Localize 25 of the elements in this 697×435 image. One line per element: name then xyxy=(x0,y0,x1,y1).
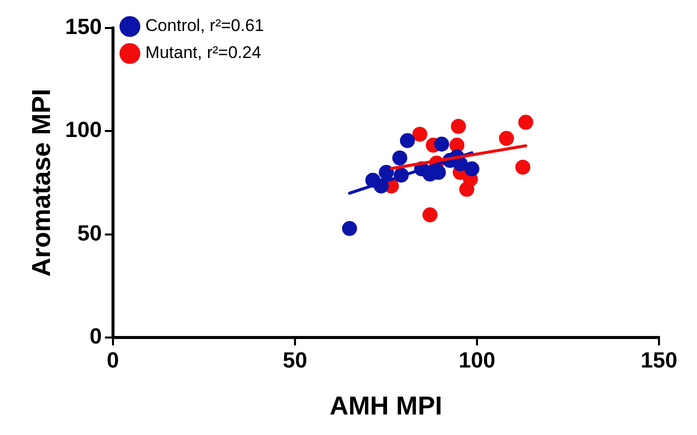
point xyxy=(450,118,466,134)
x-tick-label: 150 xyxy=(640,348,678,373)
point xyxy=(498,130,514,146)
point xyxy=(342,220,358,236)
legend-label: Control, r²=0.61 xyxy=(145,16,264,36)
point xyxy=(422,207,438,222)
x-tick-label: 0 xyxy=(106,348,120,373)
x-axis-title: AMH MPI xyxy=(330,390,442,421)
x-tick-label: 50 xyxy=(282,348,308,373)
x-tick-label: 100 xyxy=(458,348,496,373)
legend-label: Mutant, r²=0.24 xyxy=(145,43,262,62)
y-tick-label: 50 xyxy=(77,220,102,246)
point xyxy=(400,133,415,148)
y-tick-label: 100 xyxy=(65,117,102,142)
point xyxy=(464,161,480,176)
y-axis-title: Aromatase MPI xyxy=(26,88,56,277)
point xyxy=(392,150,408,166)
point xyxy=(459,182,474,197)
point xyxy=(434,136,450,152)
point xyxy=(515,160,530,175)
point xyxy=(412,126,428,142)
point xyxy=(378,164,394,180)
y-tick-label: 0 xyxy=(90,323,102,348)
y-tick-label: 150 xyxy=(65,14,102,40)
point xyxy=(518,114,534,130)
